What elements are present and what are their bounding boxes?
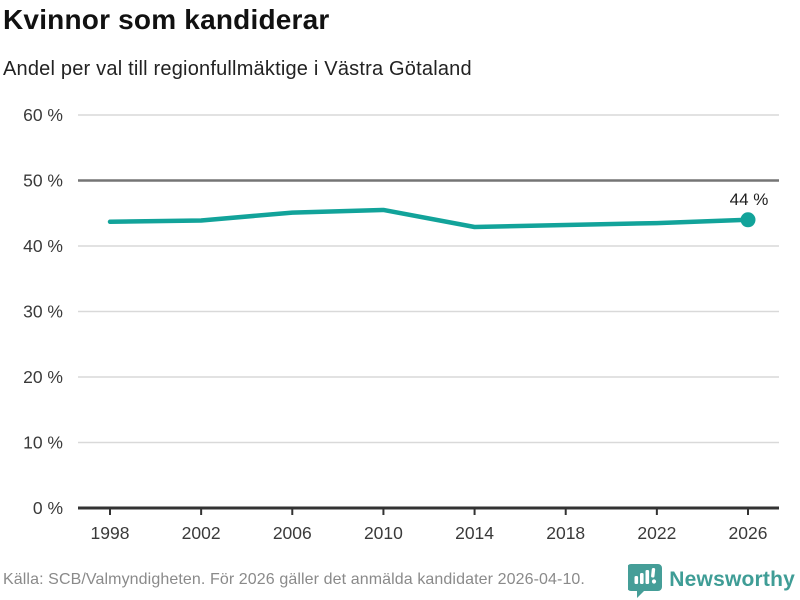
y-tick-label-20: 20 %: [23, 367, 63, 387]
y-tick-label-0: 0 %: [33, 498, 63, 518]
x-tick-label-2022: 2022: [637, 523, 676, 543]
newsworthy-logo-icon: [628, 564, 663, 598]
line-chart: 0 % 10 % 20 % 30 % 40 % 50 % 60 % 1998 2002 2006 2…: [23, 105, 779, 543]
newsworthy-wordmark: Newsworthy: [669, 568, 795, 591]
source-note: Källa: SCB/Valmyndigheten. För 2026 gäll…: [3, 571, 585, 588]
y-tick-label-60: 60 %: [23, 105, 63, 125]
x-tick-label-2026: 2026: [729, 523, 768, 543]
y-tick-label-30: 30 %: [23, 302, 63, 322]
x-tick-label-2010: 2010: [364, 523, 403, 543]
newsworthy-brand: Newsworthy: [628, 562, 795, 598]
chart-subtitle: Andel per val till regionfullmäktige i V…: [3, 58, 472, 80]
y-tick-label-10: 10 %: [23, 433, 63, 453]
y-tick-label-40: 40 %: [23, 236, 63, 256]
x-tick-label-2006: 2006: [273, 523, 312, 543]
end-point-value-label: 44 %: [730, 190, 769, 209]
x-tick-label-2014: 2014: [455, 523, 494, 543]
end-point-marker: [740, 212, 756, 228]
x-tick-label-2002: 2002: [182, 523, 221, 543]
chart-footer: Källa: SCB/Valmyndigheten. För 2026 gäll…: [0, 560, 800, 600]
x-tick-label-2018: 2018: [546, 523, 585, 543]
x-tick-label-1998: 1998: [91, 523, 130, 543]
data-line: [107, 207, 751, 230]
chart-title: Kvinnor som kandiderar: [3, 4, 330, 35]
y-tick-label-50: 50 %: [23, 171, 63, 191]
